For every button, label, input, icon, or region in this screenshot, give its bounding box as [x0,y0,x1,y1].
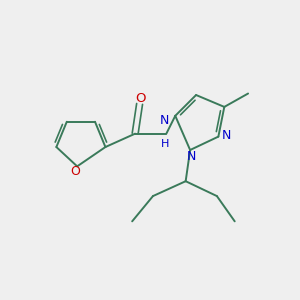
Text: N: N [187,150,196,163]
Text: O: O [135,92,146,105]
Text: O: O [70,165,80,178]
Text: N: N [160,114,170,127]
Text: N: N [222,129,231,142]
Text: H: H [161,139,169,149]
